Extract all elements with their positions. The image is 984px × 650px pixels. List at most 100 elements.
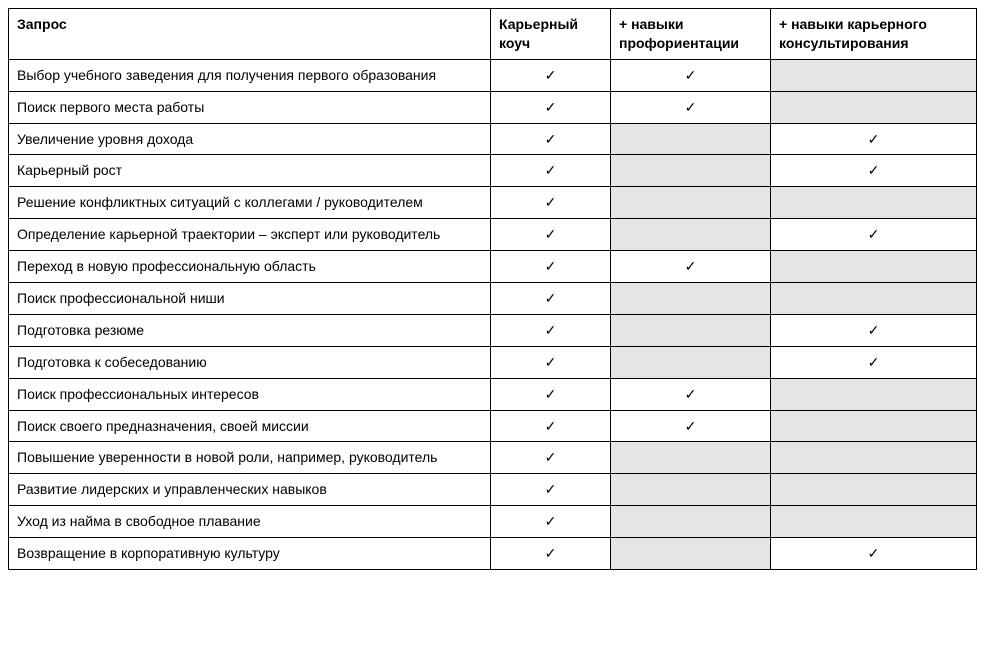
consult-cell — [771, 59, 977, 91]
prof-cell — [611, 123, 771, 155]
check-icon: ✓ — [545, 162, 557, 178]
check-icon: ✓ — [868, 131, 880, 147]
request-cell: Возвращение в корпоративную культуру — [9, 538, 491, 570]
coach-cell: ✓ — [491, 123, 611, 155]
check-icon: ✓ — [545, 226, 557, 242]
col-header-consult: + навыки карьерного консультирования — [771, 9, 977, 60]
check-icon: ✓ — [685, 67, 697, 83]
table-body: Выбор учебного заведения для получения п… — [9, 59, 977, 569]
request-cell: Поиск профессиональных интересов — [9, 378, 491, 410]
table-row: Поиск профессиональной ниши ✓ — [9, 283, 977, 315]
consult-cell — [771, 474, 977, 506]
coach-cell: ✓ — [491, 91, 611, 123]
col-header-request: Запрос — [9, 9, 491, 60]
table-row: Определение карьерной траектории – экспе… — [9, 219, 977, 251]
table-row: Поиск первого места работы✓✓ — [9, 91, 977, 123]
consult-cell: ✓ — [771, 346, 977, 378]
prof-cell: ✓ — [611, 59, 771, 91]
check-icon: ✓ — [685, 258, 697, 274]
coach-cell: ✓ — [491, 187, 611, 219]
request-cell: Переход в новую профессиональную область — [9, 251, 491, 283]
prof-cell — [611, 219, 771, 251]
col-header-coach: Карьерный коуч — [491, 9, 611, 60]
check-icon: ✓ — [545, 322, 557, 338]
coach-cell: ✓ — [491, 474, 611, 506]
request-cell: Уход из найма в свободное плавание — [9, 506, 491, 538]
table-row: Карьерный рост ✓ ✓ — [9, 155, 977, 187]
check-icon: ✓ — [545, 131, 557, 147]
consult-cell — [771, 91, 977, 123]
coach-cell: ✓ — [491, 155, 611, 187]
check-icon: ✓ — [545, 481, 557, 497]
check-icon: ✓ — [545, 354, 557, 370]
table-row: Решение конфликтных ситуаций с коллегами… — [9, 187, 977, 219]
prof-cell: ✓ — [611, 91, 771, 123]
check-icon: ✓ — [868, 545, 880, 561]
consult-cell — [771, 251, 977, 283]
consult-cell: ✓ — [771, 123, 977, 155]
coach-cell: ✓ — [491, 219, 611, 251]
check-icon: ✓ — [685, 386, 697, 402]
check-icon: ✓ — [868, 226, 880, 242]
table-row: Подготовка к собеседованию✓✓ — [9, 346, 977, 378]
table-row: Уход из найма в свободное плавание ✓ — [9, 506, 977, 538]
table-row: Подготовка резюме ✓ ✓ — [9, 314, 977, 346]
check-icon: ✓ — [545, 67, 557, 83]
check-icon: ✓ — [545, 99, 557, 115]
request-cell: Решение конфликтных ситуаций с коллегами… — [9, 187, 491, 219]
consult-cell — [771, 410, 977, 442]
check-icon: ✓ — [545, 290, 557, 306]
check-icon: ✓ — [545, 386, 557, 402]
table-row: Поиск своего предназначения, своей мисси… — [9, 410, 977, 442]
request-cell: Поиск профессиональной ниши — [9, 283, 491, 315]
consult-cell: ✓ — [771, 314, 977, 346]
prof-cell — [611, 442, 771, 474]
check-icon: ✓ — [545, 194, 557, 210]
prof-cell: ✓ — [611, 378, 771, 410]
prof-cell — [611, 346, 771, 378]
table-row: Увеличение уровня дохода ✓ ✓ — [9, 123, 977, 155]
coach-cell: ✓ — [491, 506, 611, 538]
prof-cell — [611, 474, 771, 506]
prof-cell — [611, 506, 771, 538]
request-cell: Развитие лидерских и управленческих навы… — [9, 474, 491, 506]
col-header-prof: + навыки профориентации — [611, 9, 771, 60]
consult-cell — [771, 187, 977, 219]
consult-cell: ✓ — [771, 538, 977, 570]
consult-cell — [771, 442, 977, 474]
check-icon: ✓ — [685, 418, 697, 434]
coach-cell: ✓ — [491, 59, 611, 91]
check-icon: ✓ — [868, 354, 880, 370]
request-cell: Повышение уверенности в новой роли, напр… — [9, 442, 491, 474]
competency-table: Запрос Карьерный коуч + навыки профориен… — [8, 8, 977, 570]
coach-cell: ✓ — [491, 283, 611, 315]
coach-cell: ✓ — [491, 442, 611, 474]
consult-cell: ✓ — [771, 155, 977, 187]
check-icon: ✓ — [545, 258, 557, 274]
table-row: Переход в новую профессиональную область… — [9, 251, 977, 283]
consult-cell — [771, 506, 977, 538]
prof-cell — [611, 155, 771, 187]
prof-cell — [611, 283, 771, 315]
prof-cell: ✓ — [611, 410, 771, 442]
table-row: Поиск профессиональных интересов ✓ ✓ — [9, 378, 977, 410]
request-cell: Подготовка резюме — [9, 314, 491, 346]
consult-cell — [771, 283, 977, 315]
coach-cell: ✓ — [491, 538, 611, 570]
check-icon: ✓ — [545, 545, 557, 561]
request-cell: Определение карьерной траектории – экспе… — [9, 219, 491, 251]
request-cell: Выбор учебного заведения для получения п… — [9, 59, 491, 91]
request-cell: Карьерный рост — [9, 155, 491, 187]
prof-cell: ✓ — [611, 251, 771, 283]
table-row: Повышение уверенности в новой роли, напр… — [9, 442, 977, 474]
coach-cell: ✓ — [491, 314, 611, 346]
consult-cell — [771, 378, 977, 410]
coach-cell: ✓ — [491, 378, 611, 410]
check-icon: ✓ — [868, 322, 880, 338]
request-cell: Увеличение уровня дохода — [9, 123, 491, 155]
check-icon: ✓ — [685, 99, 697, 115]
check-icon: ✓ — [545, 513, 557, 529]
coach-cell: ✓ — [491, 410, 611, 442]
table-row: Выбор учебного заведения для получения п… — [9, 59, 977, 91]
prof-cell — [611, 314, 771, 346]
